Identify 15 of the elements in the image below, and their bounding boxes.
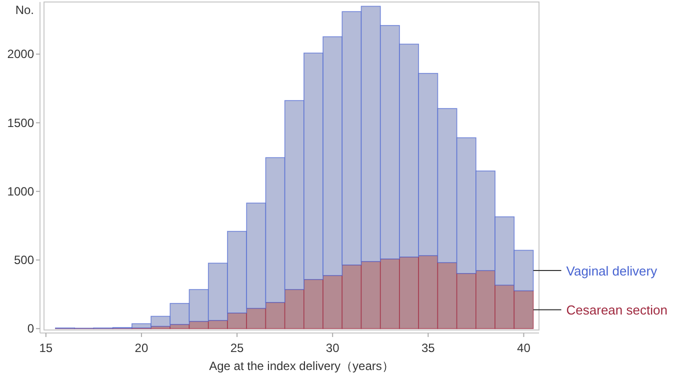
text: Cesarean section (566, 302, 668, 318)
y-tick-label: 500 (14, 253, 34, 268)
x-axis-title: Age at the index delivery（years） (209, 359, 394, 373)
x-tick-label: 35 (421, 341, 436, 355)
x-tick-label: 20 (134, 341, 148, 355)
x-tick-label: 40 (517, 341, 531, 355)
y-tick-label: 1000 (7, 184, 34, 198)
y-tick-label: 1500 (7, 116, 34, 130)
y-axis-title: No. (15, 3, 34, 17)
x-tick-label: 15 (39, 341, 53, 355)
x-tick-label: 30 (326, 341, 340, 355)
x-tick-label: 25 (230, 341, 244, 355)
y-tick-label: 0 (27, 322, 34, 336)
y-tick-label: 2000 (7, 47, 34, 62)
text: Vaginal delivery (566, 264, 658, 279)
